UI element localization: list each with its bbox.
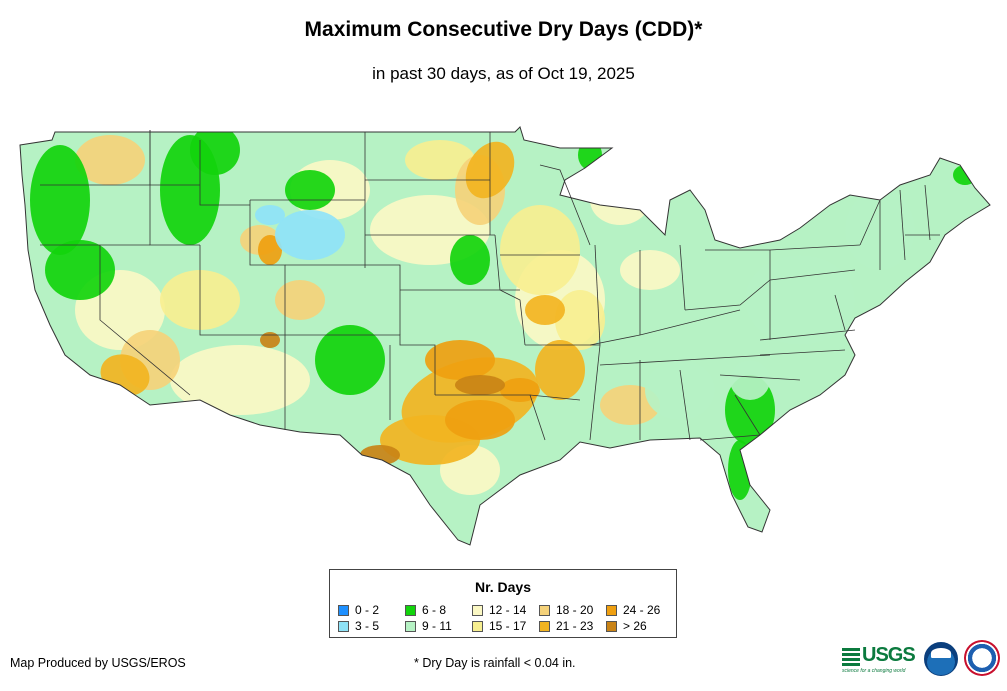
legend-label: 15 - 17 <box>489 619 527 633</box>
legend-swatch <box>338 605 349 616</box>
cdd-region <box>30 145 90 255</box>
cdd-region <box>500 205 580 295</box>
legend-item-12-14: 12 - 14 <box>472 604 526 616</box>
legend-swatch <box>338 621 349 632</box>
legend-label: 3 - 5 <box>355 619 380 633</box>
cdd-region <box>255 205 285 225</box>
cdd-region <box>578 140 602 170</box>
cdd-region <box>315 325 385 395</box>
cdd-region <box>75 135 145 185</box>
cdd-region <box>730 360 770 400</box>
legend-item-9-11: 9 - 11 <box>405 620 452 632</box>
legend-item-21-23: 21 - 23 <box>539 620 593 632</box>
usgs-logo-text: USGS <box>862 644 916 666</box>
legend-label: 18 - 20 <box>556 603 594 617</box>
legend-label: 6 - 8 <box>422 603 447 617</box>
cdd-region <box>620 250 680 290</box>
cdd-region <box>260 332 280 348</box>
cdd-region <box>445 400 515 440</box>
legend-item-gt-26: > 26 <box>606 620 647 632</box>
legend-label: 24 - 26 <box>623 603 661 617</box>
cdd-region <box>275 280 325 320</box>
cdd-region <box>728 440 752 500</box>
legend-swatch <box>606 605 617 616</box>
dry-day-footnote: * Dry Day is rainfall < 0.04 in. <box>414 656 576 670</box>
legend-label: 9 - 11 <box>422 619 452 633</box>
legend-swatch <box>472 621 483 632</box>
legend-item-3-5: 3 - 5 <box>338 620 379 632</box>
cdd-region <box>535 340 585 400</box>
agency-logos: USGS science for a changing world <box>842 640 1002 680</box>
cdd-region <box>170 345 310 415</box>
cdd-region <box>953 165 977 185</box>
cdd-region <box>500 378 540 402</box>
cdd-region <box>360 445 400 465</box>
legend-item-18-20: 18 - 20 <box>539 604 593 616</box>
cdd-region <box>285 170 335 210</box>
cdd-region <box>258 235 282 265</box>
legend-label: 21 - 23 <box>556 619 594 633</box>
cdd-region <box>745 255 855 345</box>
map-title: Maximum Consecutive Dry Days (CDD)* <box>304 18 703 41</box>
legend-title: Nr. Days <box>474 579 532 595</box>
cdd-region <box>450 235 490 285</box>
legend-swatch <box>539 621 550 632</box>
legend-item-15-17: 15 - 17 <box>472 620 526 632</box>
legend-item-0-2: 0 - 2 <box>338 604 379 616</box>
legend: Nr. Days 0 - 2 3 - 5 6 - 8 9 - 11 12 - 1… <box>329 569 677 638</box>
legend-swatch <box>405 605 416 616</box>
legend-swatch <box>606 621 617 632</box>
cdd-region <box>455 375 505 395</box>
legend-label: 12 - 14 <box>489 603 527 617</box>
legend-label: 0 - 2 <box>355 603 380 617</box>
cdd-region <box>645 360 715 420</box>
usgs-logo: USGS science for a changing world <box>842 644 916 674</box>
legend-swatch <box>405 621 416 632</box>
cdd-region <box>590 175 650 225</box>
cdd-region <box>45 240 115 300</box>
state-boundaries <box>40 130 940 441</box>
cdd-region <box>425 340 495 380</box>
usgs-tagline: science for a changing world <box>842 668 906 674</box>
legend-swatch <box>472 605 483 616</box>
noaa-logo-icon <box>924 642 958 676</box>
cdd-region <box>600 385 660 425</box>
legend-item-24-26: 24 - 26 <box>606 604 660 616</box>
cdd-region <box>275 210 345 260</box>
cdd-region <box>405 140 475 180</box>
legend-label: > 26 <box>623 619 647 633</box>
map-subtitle: in past 30 days, as of Oct 19, 2025 <box>372 64 635 83</box>
us-outline <box>19 126 991 546</box>
cdd-region <box>190 127 240 175</box>
nws-logo-icon <box>964 640 1000 676</box>
cdd-region <box>525 295 565 325</box>
legend-item-6-8: 6 - 8 <box>405 604 446 616</box>
legend-swatch <box>539 605 550 616</box>
cdd-region <box>555 290 605 350</box>
producer-credit: Map Produced by USGS/EROS <box>10 656 186 670</box>
